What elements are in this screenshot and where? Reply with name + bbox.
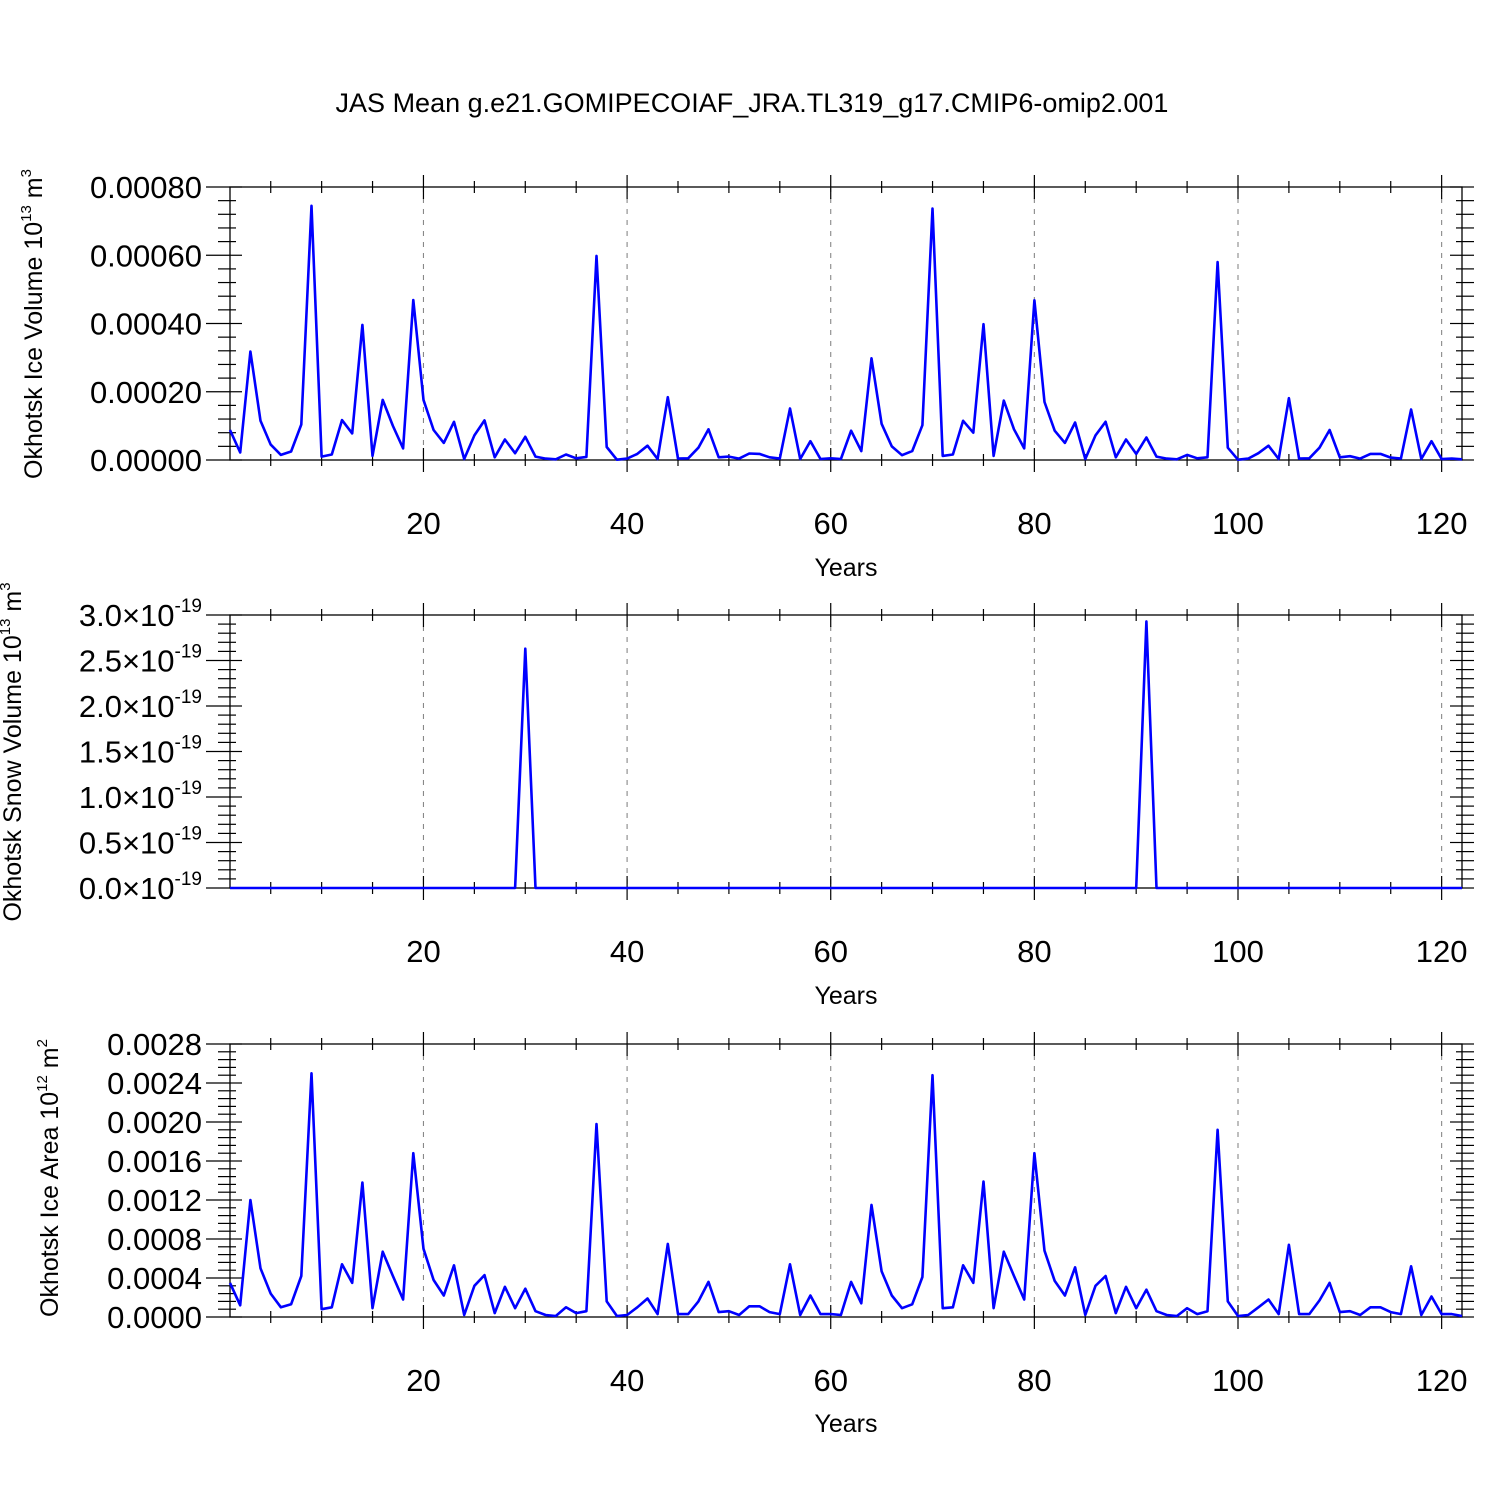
- figure-title: JAS Mean g.e21.GOMIPECOIAF_JRA.TL319_g17…: [336, 88, 1169, 118]
- ice-area-panel: 0.0000 0.0004 0.0008 0.0012 0.0016 0.0020 0.00…: [34, 1027, 1474, 1438]
- snow-volume-y-tick-label: 1.5×10-19: [79, 733, 202, 770]
- snow-volume-x-tick-label: 60: [813, 934, 847, 969]
- snow-volume-y-axis-title: Okhotsk Snow Volume 1013 m3: [0, 582, 27, 921]
- ice-volume-y-tick-label: 0.00000: [90, 443, 202, 478]
- ice-area-y-tick-label: 0.0000: [107, 1300, 202, 1335]
- ice-area-y-tick-label: 0.0028: [107, 1027, 202, 1062]
- ice-area-y-tick-label: 0.0004: [107, 1261, 202, 1296]
- ice-area-y-axis-title: Okhotsk Ice Area 1012 m2: [34, 1039, 64, 1317]
- ice-area-y-tick-label: 0.0012: [107, 1183, 202, 1218]
- ice-volume-x-tick-label: 120: [1416, 506, 1468, 541]
- ice-area-x-tick-label: 80: [1017, 1363, 1051, 1398]
- ice-volume-x-tick-label: 60: [813, 506, 847, 541]
- ice-volume-y-tick-label: 0.00040: [90, 307, 202, 342]
- ice-volume-x-tick-label: 40: [610, 506, 644, 541]
- ice-volume-y-tick-label: 0.00060: [90, 238, 202, 273]
- ice-area-x-tick-label: 100: [1212, 1363, 1264, 1398]
- snow-volume-x-tick-label: 120: [1416, 934, 1468, 969]
- ice-volume-panel: 0.00000 0.00020 0.00040 0.00060 0.00080 20 40…: [18, 169, 1474, 582]
- snow-volume-x-axis-title: Years: [814, 982, 877, 1010]
- ice-volume-y-tick-label: 0.00020: [90, 375, 202, 410]
- ice-volume-x-tick-label: 80: [1017, 506, 1051, 541]
- ice-area-x-tick-label: 40: [610, 1363, 644, 1398]
- snow-volume-y-tick-label: 2.0×10-19: [79, 687, 202, 724]
- snow-volume-x-tick-label: 20: [406, 934, 440, 969]
- snow-volume-panel: 0.0×10-19 0.5×10-19 1.0×10-19 1.5×10-19 2.0×…: [0, 582, 1474, 1010]
- ice-volume-series-line: [228, 204, 1463, 462]
- ice-area-x-tick-label: 20: [406, 1363, 440, 1398]
- ice-area-x-tick-label: 60: [813, 1363, 847, 1398]
- ice-area-y-tick-label: 0.0008: [107, 1222, 202, 1257]
- ice-area-series-line: [228, 1072, 1463, 1318]
- snow-volume-x-tick-label: 40: [610, 934, 644, 969]
- ice-area-plot-frame: [229, 1043, 1463, 1318]
- snow-volume-y-tick-label: 0.0×10-19: [79, 869, 202, 906]
- snow-volume-x-tick-label: 80: [1017, 934, 1051, 969]
- snow-volume-y-tick-label: 3.0×10-19: [79, 596, 202, 633]
- snow-volume-y-tick-label: 0.5×10-19: [79, 824, 202, 861]
- ice-area-x-tick-label: 120: [1416, 1363, 1468, 1398]
- ice-area-y-tick-label: 0.0024: [107, 1066, 202, 1101]
- ice-area-y-tick-label: 0.0020: [107, 1105, 202, 1140]
- ice-volume-x-tick-label: 20: [406, 506, 440, 541]
- snow-volume-y-tick-label: 2.5×10-19: [79, 642, 202, 679]
- snow-volume-plot-frame: [229, 614, 1463, 889]
- ice-volume-y-axis-title: Okhotsk Ice Volume 1013 m3: [18, 169, 48, 479]
- ice-area-x-axis-title: Years: [814, 1410, 877, 1438]
- snow-volume-y-tick-label: 1.0×10-19: [79, 778, 202, 815]
- ice-area-y-tick-label: 0.0016: [107, 1144, 202, 1179]
- snow-volume-series-line: [230, 620, 1462, 890]
- snow-volume-x-tick-label: 100: [1212, 934, 1264, 969]
- ice-volume-y-tick-label: 0.00080: [90, 170, 202, 205]
- ice-volume-x-tick-label: 100: [1212, 506, 1264, 541]
- ice-volume-x-axis-title: Years: [814, 554, 877, 582]
